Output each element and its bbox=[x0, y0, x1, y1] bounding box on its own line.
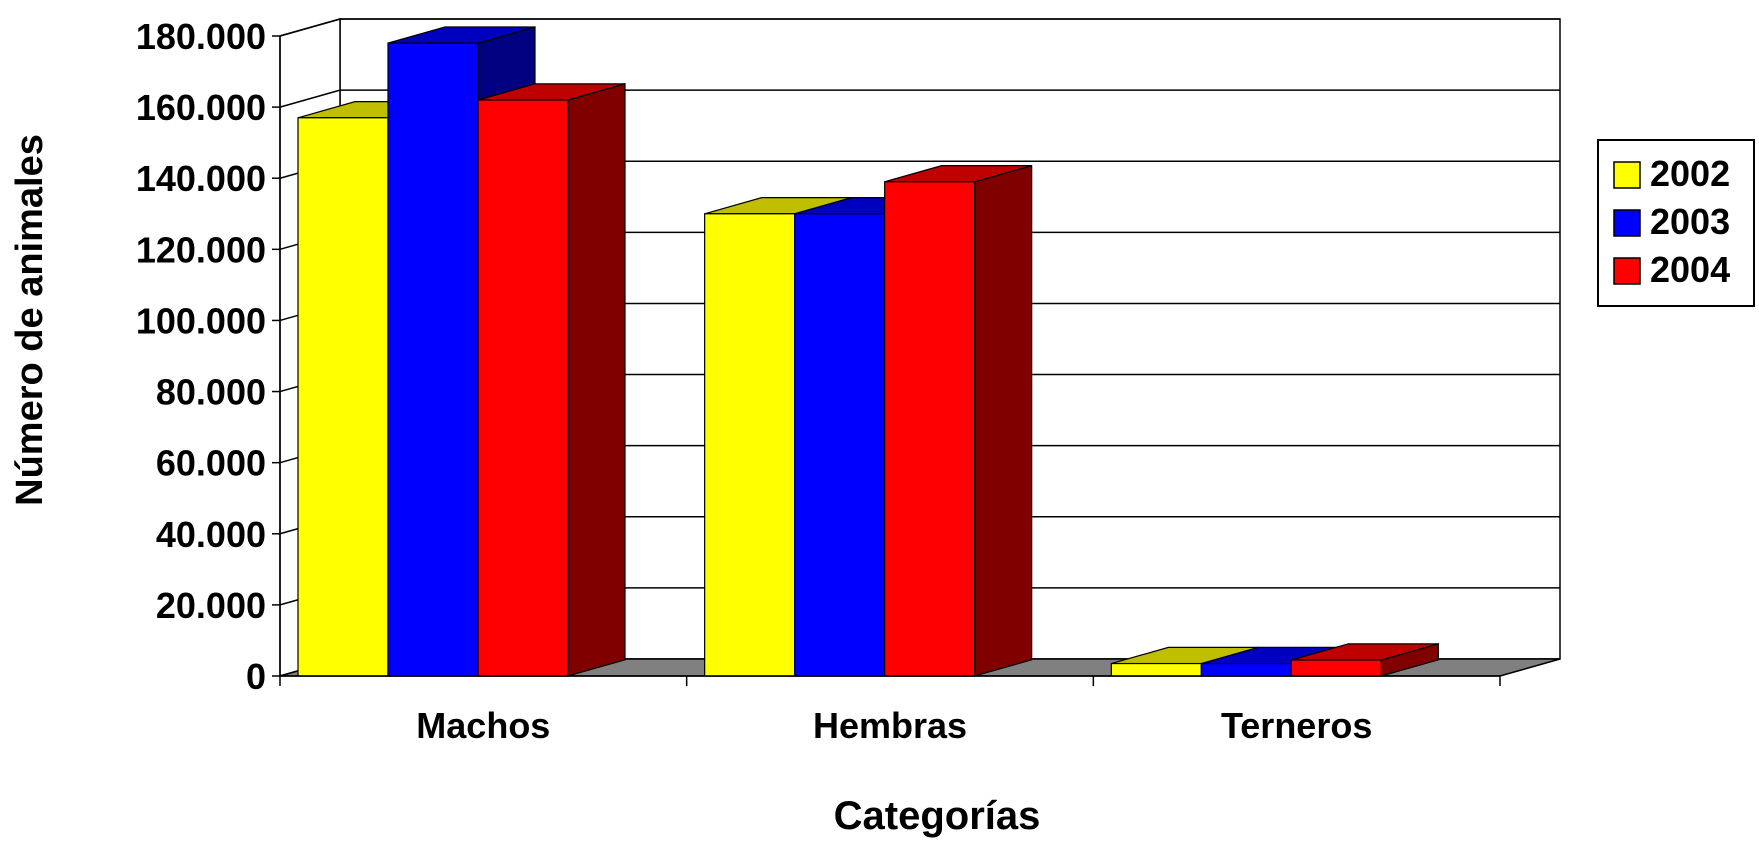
legend-swatch bbox=[1613, 209, 1641, 237]
bar-terneros-2004 bbox=[1290, 643, 1439, 677]
bar bbox=[884, 181, 976, 677]
bar bbox=[477, 99, 569, 677]
legend-swatch bbox=[1613, 257, 1641, 285]
legend-label: 2004 bbox=[1650, 249, 1730, 290]
x-tick-label: Machos bbox=[416, 705, 550, 746]
legend-label: 2003 bbox=[1650, 201, 1730, 242]
x-tick-label: Terneros bbox=[1221, 705, 1372, 746]
y-tick-label: 20.000 bbox=[156, 585, 266, 626]
bar bbox=[387, 42, 479, 677]
x-tick-label: Hembras bbox=[813, 705, 967, 746]
bar-side bbox=[974, 164, 1033, 677]
bar bbox=[704, 213, 796, 677]
bar bbox=[1110, 662, 1202, 677]
y-tick-label: 100.000 bbox=[136, 300, 266, 341]
side-gridline bbox=[279, 18, 341, 37]
legend: 2002 2003 2004 bbox=[1597, 139, 1755, 307]
y-tick-label: 140.000 bbox=[136, 158, 266, 199]
y-tick-label: 160.000 bbox=[136, 87, 266, 128]
bar bbox=[297, 117, 389, 677]
x-axis-label: Categorías bbox=[834, 794, 1041, 838]
bar bbox=[1290, 659, 1382, 677]
side-gridline bbox=[279, 89, 341, 108]
y-tick-label: 120.000 bbox=[136, 229, 266, 270]
y-tick-label: 0 bbox=[246, 656, 266, 697]
bar bbox=[1200, 662, 1292, 677]
bar-hembras-2004 bbox=[884, 164, 1033, 677]
axes bbox=[272, 35, 1501, 686]
bars bbox=[297, 26, 1439, 677]
y-tick-label: 40.000 bbox=[156, 514, 266, 555]
legend-swatch bbox=[1613, 161, 1641, 189]
y-tick-label: 80.000 bbox=[156, 372, 266, 413]
bar-side bbox=[567, 83, 626, 677]
legend-label: 2002 bbox=[1650, 153, 1730, 194]
y-tick-labels: 0 20.000 40.000 60.000 80.000 100.000 120.000 1… bbox=[136, 16, 266, 697]
y-tick-label: 60.000 bbox=[156, 443, 266, 484]
bar-machos-2004 bbox=[477, 83, 626, 677]
y-tick-label: 180.000 bbox=[136, 16, 266, 57]
y-axis-label: Número de animales bbox=[9, 134, 51, 506]
x-tick-labels: Machos Hembras Terneros bbox=[416, 705, 1372, 746]
bar bbox=[794, 213, 886, 677]
